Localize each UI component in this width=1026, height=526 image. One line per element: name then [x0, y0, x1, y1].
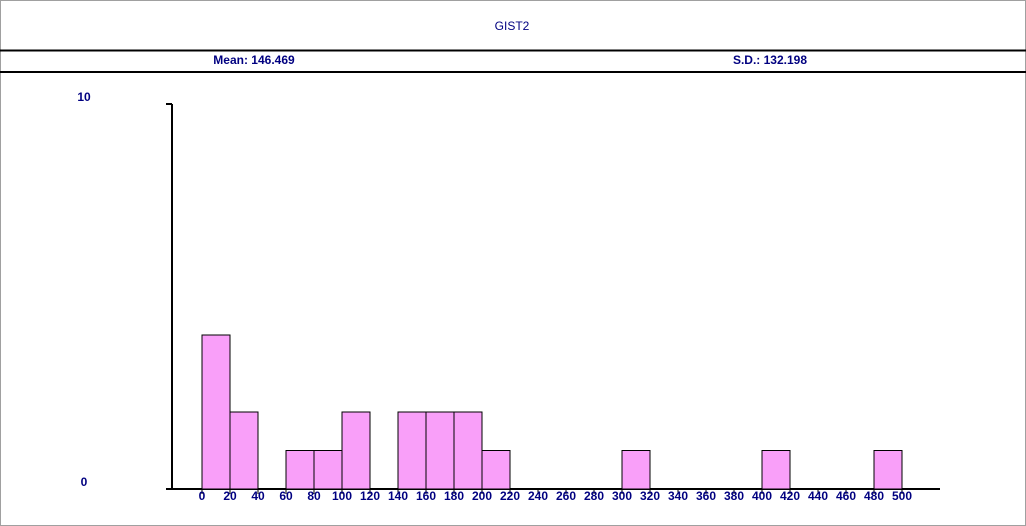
- x-tick-label: 260: [556, 489, 576, 503]
- x-tick-label: 500: [892, 489, 912, 503]
- x-tick-label: 120: [360, 489, 380, 503]
- bar: [341, 411, 371, 490]
- mean-label: Mean: 146.469: [213, 53, 295, 67]
- x-tick-label: 60: [279, 489, 293, 503]
- bar: [761, 450, 791, 490]
- x-tick-label: 320: [640, 489, 660, 503]
- x-tick-label: 0: [199, 489, 206, 503]
- x-tick-label: 220: [500, 489, 520, 503]
- bar: [313, 450, 343, 490]
- x-tick-label: 180: [444, 489, 464, 503]
- y-tick-label: 10: [77, 90, 91, 104]
- bar: [285, 450, 315, 490]
- x-tick-label: 240: [528, 489, 548, 503]
- bar: [201, 334, 231, 490]
- x-tick-label: 80: [307, 489, 321, 503]
- x-tick-label: 360: [696, 489, 716, 503]
- x-tick-label: 420: [780, 489, 800, 503]
- bar: [481, 450, 511, 490]
- x-tick-label: 160: [416, 489, 436, 503]
- x-tick-label: 300: [612, 489, 632, 503]
- sd-label: S.D.: 132.198: [733, 53, 807, 67]
- bar: [621, 450, 651, 490]
- title: GIST2: [495, 19, 530, 33]
- x-tick-label: 340: [668, 489, 688, 503]
- x-tick-label: 380: [724, 489, 744, 503]
- x-tick-label: 480: [864, 489, 884, 503]
- x-tick-label: 440: [808, 489, 828, 503]
- x-tick-label: 200: [472, 489, 492, 503]
- y-tick-label: 0: [81, 475, 88, 489]
- x-tick-label: 280: [584, 489, 604, 503]
- bar: [397, 411, 427, 490]
- x-tick-label: 460: [836, 489, 856, 503]
- bar: [425, 411, 455, 490]
- bar: [229, 411, 259, 490]
- x-tick-label: 400: [752, 489, 772, 503]
- x-tick-label: 20: [223, 489, 237, 503]
- bar: [453, 411, 483, 490]
- x-tick-label: 140: [388, 489, 408, 503]
- bar: [873, 450, 903, 490]
- x-tick-label: 40: [251, 489, 265, 503]
- x-tick-label: 100: [332, 489, 352, 503]
